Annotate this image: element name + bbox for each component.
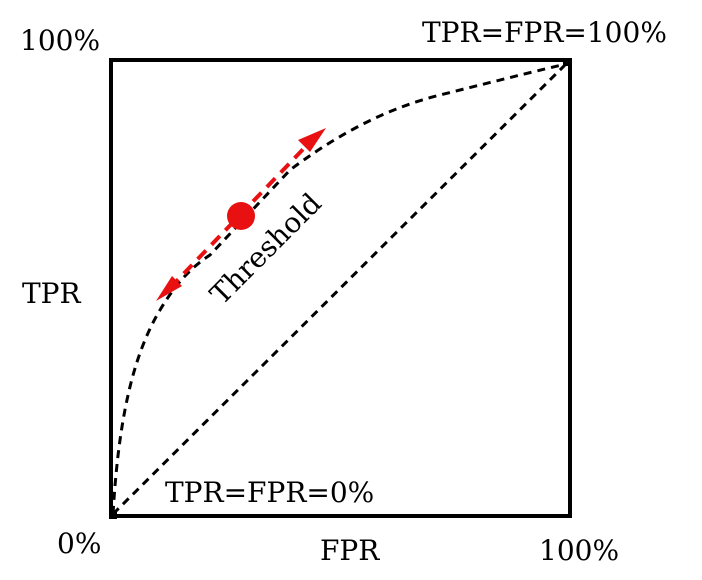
threshold-arrowhead-upper [298, 128, 326, 152]
roc-curve [111, 62, 567, 515]
y-axis-label: TPR [22, 277, 82, 310]
diagonal-dashed-line [111, 62, 568, 516]
y-top-label: 100% [20, 24, 100, 57]
x-axis-label: FPR [320, 534, 380, 567]
top-right-marker [563, 58, 571, 66]
origin-point-label: TPR=FPR=0% [165, 476, 374, 509]
plot-frame [109, 58, 572, 518]
x-right-label: 100% [539, 534, 619, 567]
origin-label: 0% [57, 527, 101, 560]
top-right-point-label: TPR=FPR=100% [422, 16, 667, 49]
origin-marker [109, 511, 117, 519]
threshold-arrowhead-lower [156, 276, 182, 301]
operating-point [227, 202, 255, 230]
threshold-label: Threshold [204, 187, 328, 311]
